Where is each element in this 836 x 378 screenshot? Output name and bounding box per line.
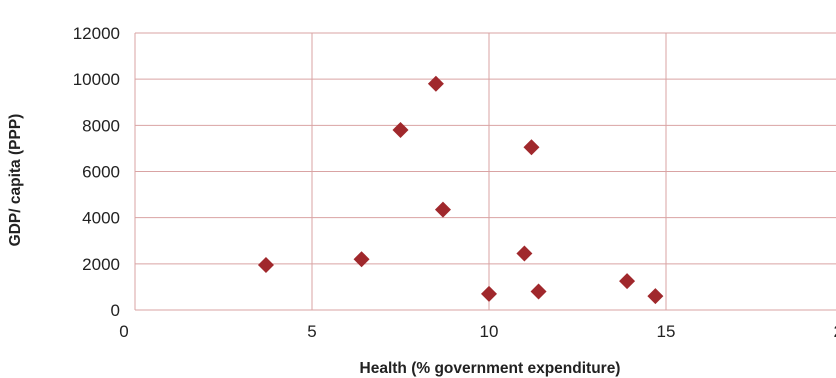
- data-point: [516, 245, 533, 262]
- x-tick-label: 10: [480, 322, 499, 341]
- data-point: [392, 121, 409, 138]
- data-point: [647, 288, 664, 305]
- x-tick-label: 0: [119, 322, 128, 341]
- data-point: [427, 75, 444, 92]
- grid: [134, 32, 836, 311]
- data-point: [530, 283, 547, 300]
- x-axis-title: Health (% government expenditure): [360, 360, 621, 377]
- data-points: [257, 75, 664, 305]
- data-point: [257, 256, 274, 273]
- y-tick-label: 4000: [82, 209, 120, 228]
- data-point: [353, 251, 370, 268]
- y-tick-label: 6000: [82, 163, 120, 182]
- data-point: [434, 201, 451, 218]
- x-tick-label: 20: [834, 322, 836, 341]
- data-point: [619, 273, 636, 290]
- x-tick-label: 5: [307, 322, 316, 341]
- y-axis-title: GDP/ capita (PPP): [7, 114, 24, 247]
- y-tick-label: 2000: [82, 255, 120, 274]
- y-tick-label: 10000: [73, 70, 120, 89]
- y-tick-label: 0: [111, 301, 120, 320]
- data-point: [523, 139, 540, 156]
- y-tick-label: 8000: [82, 116, 120, 135]
- y-tick-label: 12000: [73, 24, 120, 43]
- data-point: [481, 285, 497, 302]
- x-tick-label: 15: [657, 322, 676, 341]
- tick-labels: 0 2000 4000 6000 8000 10000 12000 0 5 10 15 20: [73, 24, 836, 341]
